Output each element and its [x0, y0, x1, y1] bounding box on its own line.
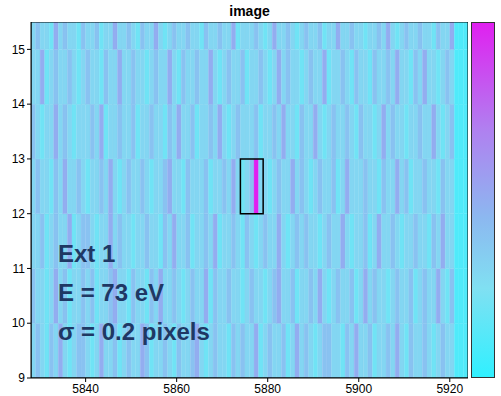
svg-text:5920: 5920 — [436, 382, 463, 396]
svg-text:10: 10 — [12, 316, 26, 330]
svg-text:14: 14 — [12, 97, 26, 111]
html-text:Ext 1: Ext 1 — [58, 240, 116, 267]
html-text:σ = 0.2 pixels: σ = 0.2 pixels — [58, 318, 210, 345]
svg-text:15: 15 — [12, 43, 26, 57]
svg-text:9: 9 — [18, 371, 25, 385]
svg-text:13: 13 — [12, 152, 26, 166]
html-text:image: image — [229, 3, 270, 19]
svg-text:12: 12 — [12, 207, 26, 221]
svg-text:5860: 5860 — [163, 382, 190, 396]
html-text:E = 73 eV: E = 73 eV — [58, 279, 165, 306]
svg-text:5880: 5880 — [254, 382, 281, 396]
svg-text:5900: 5900 — [345, 382, 372, 396]
svg-text:11: 11 — [13, 262, 26, 276]
svg-text:5840: 5840 — [72, 382, 99, 396]
